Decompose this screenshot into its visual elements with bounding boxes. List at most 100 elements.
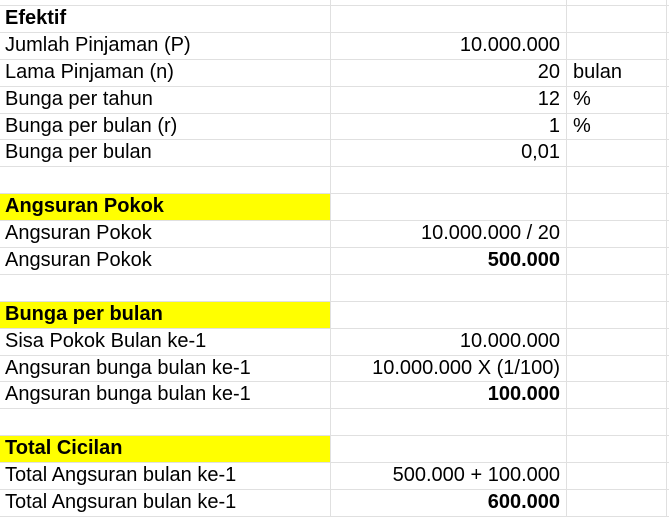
cell-value[interactable]	[331, 301, 567, 329]
cell-value[interactable]	[331, 436, 567, 464]
cell-sliver	[667, 59, 669, 87]
cell-value[interactable]: 500.000	[331, 248, 567, 275]
cell-sliver	[667, 355, 669, 383]
cell-value[interactable]	[331, 167, 567, 195]
cell-sliver	[667, 221, 669, 249]
cell-value[interactable]: 500.000 + 100.000	[331, 463, 567, 491]
cell-value[interactable]	[331, 409, 567, 437]
cell-unit[interactable]	[567, 409, 667, 437]
spreadsheet-cell[interactable]	[0, 0, 331, 6]
table-row	[0, 274, 669, 302]
table-row: Bunga per bulan (r) 1%	[0, 113, 669, 141]
cell-unit[interactable]	[567, 167, 667, 195]
table-row: Angsuran bunga bulan ke-1 100.000	[0, 382, 669, 410]
table-row	[0, 409, 669, 437]
cell-value[interactable]: 1	[331, 113, 567, 141]
cell-unit[interactable]: %	[567, 113, 667, 141]
cell-sliver	[667, 194, 669, 222]
cell-label[interactable]: Angsuran Pokok	[0, 221, 331, 249]
cell-label[interactable]: Bunga per tahun	[0, 86, 331, 114]
table-row: Total Angsuran bulan ke-1 600.000	[0, 490, 669, 517]
table-row: Angsuran Pokok 10.000.000 / 20	[0, 221, 669, 249]
cell-value[interactable]: 10.000.000	[331, 32, 567, 60]
cell-sliver	[667, 463, 669, 491]
cell-value[interactable]: 20	[331, 59, 567, 87]
table-row: Bunga per bulan 0,01	[0, 140, 669, 168]
table-row: Jumlah Pinjaman (P) 10.000.000	[0, 32, 669, 60]
cell-sliver	[667, 113, 669, 141]
sheet-rows: Efektif Jumlah Pinjaman (P) 10.000.000 Lama…	[0, 6, 669, 517]
cell-label[interactable]: Total Angsuran bulan ke-1	[0, 463, 331, 491]
cell-sliver	[667, 248, 669, 275]
cell-sliver	[667, 6, 669, 33]
spreadsheet-cell	[667, 0, 669, 6]
cell-label[interactable]: Angsuran Pokok	[0, 194, 331, 222]
table-row: Lama Pinjaman (n) 20 bulan	[0, 59, 669, 87]
cell-label[interactable]	[0, 274, 331, 302]
table-row: Bunga per bulan	[0, 301, 669, 329]
table-row: Sisa Pokok Bulan ke-1 10.000.000	[0, 328, 669, 356]
cell-value[interactable]: 600.000	[331, 490, 567, 517]
cell-sliver	[667, 167, 669, 195]
cell-label[interactable]: Angsuran Pokok	[0, 248, 331, 275]
cell-value[interactable]: 10.000.000 / 20	[331, 221, 567, 249]
cell-unit[interactable]	[567, 301, 667, 329]
cell-unit[interactable]	[567, 6, 667, 33]
cell-unit[interactable]	[567, 194, 667, 222]
cell-label[interactable]: Lama Pinjaman (n)	[0, 59, 331, 87]
table-row: Bunga per tahun 12%	[0, 86, 669, 114]
cell-value[interactable]: 0,01	[331, 140, 567, 168]
cell-value[interactable]	[331, 194, 567, 222]
cell-sliver	[667, 301, 669, 329]
cell-label[interactable]: Angsuran bunga bulan ke-1	[0, 355, 331, 383]
cell-label[interactable]: Sisa Pokok Bulan ke-1	[0, 328, 331, 356]
table-row: Angsuran bunga bulan ke-1 10.000.000 X (1…	[0, 355, 669, 383]
cell-value[interactable]	[331, 6, 567, 33]
spreadsheet-cell[interactable]	[331, 0, 567, 6]
cell-label[interactable]: Total Cicilan	[0, 436, 331, 464]
table-row: Angsuran Pokok 500.000	[0, 248, 669, 275]
cell-label[interactable]: Bunga per bulan (r)	[0, 113, 331, 141]
cell-value[interactable]: 10.000.000	[331, 328, 567, 356]
cell-unit[interactable]	[567, 436, 667, 464]
cell-unit[interactable]	[567, 248, 667, 275]
cell-unit[interactable]: %	[567, 86, 667, 114]
cell-value[interactable]: 100.000	[331, 382, 567, 410]
partial-top-row	[0, 0, 669, 6]
cell-sliver	[667, 86, 669, 114]
cell-unit[interactable]	[567, 221, 667, 249]
cell-sliver	[667, 328, 669, 356]
cell-unit[interactable]	[567, 32, 667, 60]
cell-unit[interactable]	[567, 490, 667, 517]
cell-unit[interactable]	[567, 355, 667, 383]
cell-unit[interactable]	[567, 274, 667, 302]
cell-sliver	[667, 382, 669, 410]
cell-sliver	[667, 32, 669, 60]
cell-sliver	[667, 490, 669, 517]
cell-unit[interactable]	[567, 463, 667, 491]
table-row: Efektif	[0, 6, 669, 33]
cell-unit[interactable]	[567, 328, 667, 356]
cell-unit[interactable]	[567, 382, 667, 410]
cell-label[interactable]	[0, 409, 331, 437]
cell-value[interactable]	[331, 274, 567, 302]
cell-label[interactable]: Angsuran bunga bulan ke-1	[0, 382, 331, 410]
cell-label[interactable]: Total Angsuran bulan ke-1	[0, 490, 331, 517]
cell-sliver	[667, 274, 669, 302]
cell-label[interactable]	[0, 167, 331, 195]
table-row: Total Angsuran bulan ke-1 500.000 + 100.0…	[0, 463, 669, 491]
cell-label[interactable]: Bunga per bulan	[0, 140, 331, 168]
cell-label[interactable]: Jumlah Pinjaman (P)	[0, 32, 331, 60]
cell-sliver	[667, 436, 669, 464]
cell-unit[interactable]	[567, 140, 667, 168]
cell-value[interactable]: 10.000.000 X (1/100)	[331, 355, 567, 383]
cell-sliver	[667, 409, 669, 437]
cell-label[interactable]: Efektif	[0, 6, 331, 33]
cell-value[interactable]: 12	[331, 86, 567, 114]
cell-label[interactable]: Bunga per bulan	[0, 301, 331, 329]
cell-unit[interactable]: bulan	[567, 59, 667, 87]
table-row	[0, 167, 669, 195]
table-row: Angsuran Pokok	[0, 194, 669, 222]
spreadsheet-cell[interactable]	[567, 0, 667, 6]
